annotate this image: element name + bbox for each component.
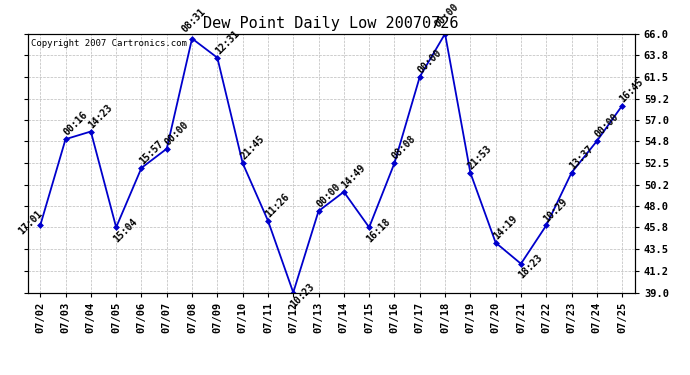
Text: 00:00: 00:00 [593, 112, 620, 140]
Text: 00:00: 00:00 [162, 120, 190, 147]
Text: 14:19: 14:19 [491, 213, 519, 241]
Text: 16:45: 16:45 [618, 76, 646, 104]
Text: 17:01: 17:01 [17, 209, 44, 237]
Text: 13:37: 13:37 [567, 144, 595, 171]
Text: 00:00: 00:00 [433, 2, 460, 30]
Text: 10:23: 10:23 [289, 281, 317, 309]
Text: 00:00: 00:00 [415, 48, 443, 75]
Text: 18:23: 18:23 [517, 253, 544, 280]
Text: 11:26: 11:26 [264, 191, 291, 219]
Text: Copyright 2007 Cartronics.com: Copyright 2007 Cartronics.com [30, 39, 186, 48]
Text: 00:00: 00:00 [314, 182, 342, 210]
Text: 21:45: 21:45 [238, 134, 266, 162]
Text: 21:53: 21:53 [466, 144, 494, 171]
Title: Dew Point Daily Low 20070726: Dew Point Daily Low 20070726 [204, 16, 459, 31]
Text: 14:23: 14:23 [86, 102, 115, 130]
Text: 14:49: 14:49 [339, 163, 367, 190]
Text: 16:18: 16:18 [365, 216, 393, 244]
Text: 08:31: 08:31 [179, 6, 207, 34]
Text: 00:16: 00:16 [61, 110, 89, 138]
Text: 08:08: 08:08 [390, 134, 418, 162]
Text: 15:57: 15:57 [137, 139, 165, 166]
Text: 12:31: 12:31 [213, 28, 241, 56]
Text: 10:29: 10:29 [542, 196, 570, 224]
Text: 15:04: 15:04 [112, 216, 139, 244]
